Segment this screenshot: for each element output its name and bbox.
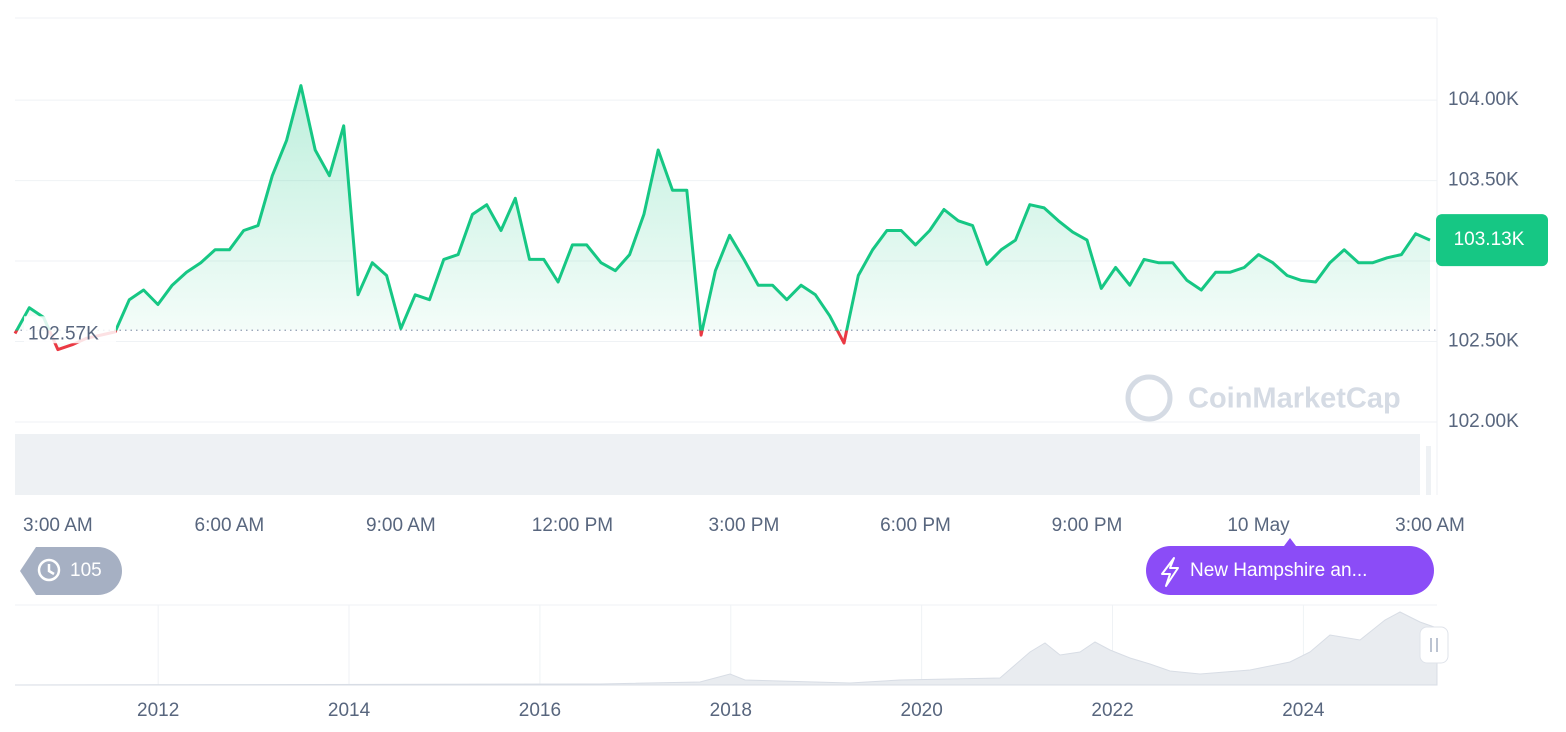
history-icon [37, 558, 61, 582]
news-pill-bg[interactable] [1146, 546, 1434, 595]
x-tick-label: 12:00 PM [532, 515, 613, 536]
y-tick-label: 102.00K [1448, 411, 1519, 432]
news-pointer [1284, 538, 1296, 546]
x-tick-label: 9:00 AM [366, 515, 436, 536]
navigator-tick-label: 2022 [1091, 700, 1133, 721]
y-tick-label: 104.00K [1448, 89, 1519, 110]
grid: 102.00K102.50K103.00K103.50K104.00K3:00 … [15, 89, 1519, 536]
overlay: 102.57K 103.13K [24, 214, 1548, 344]
navigator-tick-label: 2018 [710, 700, 752, 721]
navigator-tick-label: 2014 [328, 700, 371, 721]
navigator-tick-label: 2020 [901, 700, 943, 721]
history-pill[interactable]: 105 [20, 547, 122, 595]
volume-band [15, 434, 1420, 495]
navigator-tick-label: 2012 [137, 700, 179, 721]
navigator-tick-label: 2016 [519, 700, 561, 721]
navigator-area [14, 611, 1438, 686]
x-tick-label: 3:00 AM [1395, 515, 1465, 536]
news-text: New Hampshire an... [1190, 560, 1367, 581]
watermark: CoinMarketCap [1125, 374, 1401, 422]
current-price-label: 103.13K [1454, 229, 1525, 250]
news-pill[interactable]: New Hampshire an... [1146, 538, 1434, 595]
x-tick-label: 3:00 AM [23, 515, 93, 536]
marks [13, 84, 1437, 352]
history-icon [47, 564, 55, 576]
x-tick-label: 9:00 PM [1052, 515, 1123, 536]
x-tick-label: 10 May [1227, 515, 1290, 536]
navigator-handle[interactable] [1419, 626, 1449, 664]
x-tick-label: 3:00 PM [709, 515, 780, 536]
current-price-badge [1436, 214, 1548, 267]
history-count: 105 [70, 560, 102, 581]
navigator: 2012 2014 2016 2018 2020 2022 2024 [14, 604, 1449, 721]
area-fill [15, 85, 1430, 350]
reference-label: 102.57K [28, 323, 99, 344]
volume-band [1426, 446, 1431, 495]
price-line [13, 84, 1431, 352]
x-tick-label: 6:00 PM [880, 515, 951, 536]
news-icon [1161, 557, 1179, 587]
x-tick-label: 6:00 AM [195, 515, 265, 536]
y-tick-label: 103.50K [1448, 170, 1519, 191]
watermark-text: CoinMarketCap [1188, 383, 1401, 415]
navigator-tick-label: 2024 [1282, 700, 1325, 721]
y-tick-label: 102.50K [1448, 331, 1519, 352]
reference-label-bg [24, 316, 116, 344]
history-pill-bg[interactable] [20, 547, 122, 595]
watermark-logo [1125, 374, 1173, 422]
